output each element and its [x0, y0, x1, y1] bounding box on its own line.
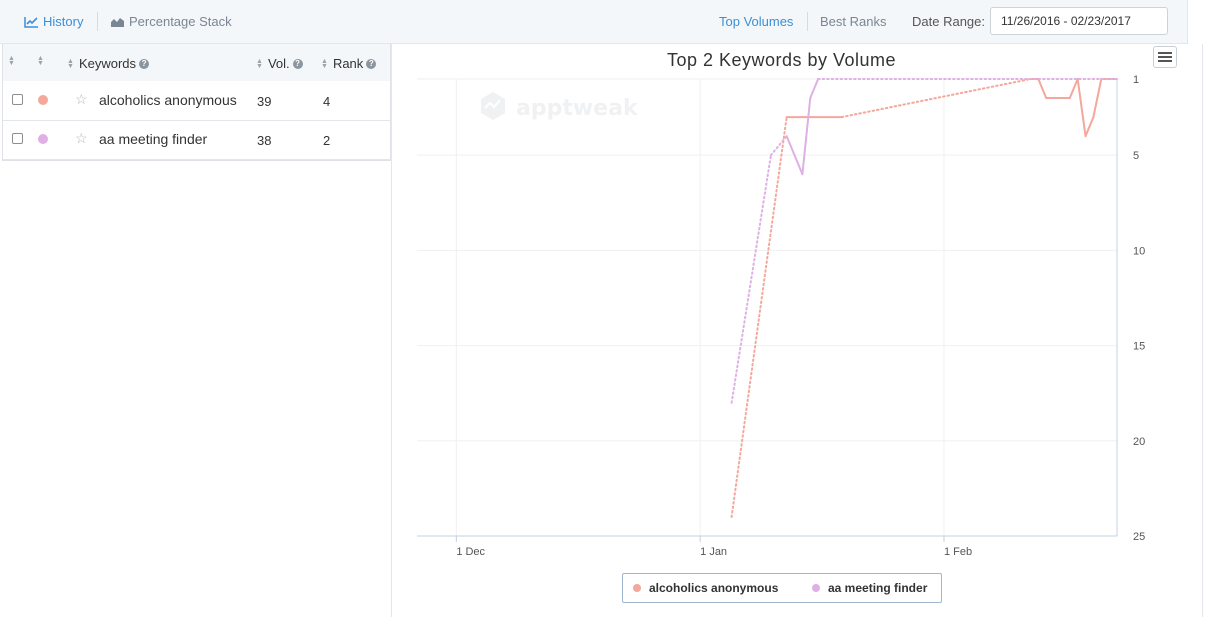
history-label: History	[43, 14, 84, 29]
sort-icon: ▲ ▼	[67, 57, 74, 70]
series-segment	[1084, 116, 1095, 138]
series-segment	[840, 78, 1032, 119]
volume-value: 39	[257, 94, 272, 109]
keywords-column-header[interactable]: ▲ ▼ Keywords ?	[67, 56, 150, 71]
series-segment	[801, 97, 812, 176]
toolbar-divider	[807, 12, 808, 31]
line-chart-icon	[24, 16, 38, 28]
row-checkbox[interactable]	[12, 133, 23, 144]
chart-menu-button[interactable]	[1153, 46, 1177, 68]
toolbar-divider	[97, 12, 98, 31]
legend-color-dot	[633, 584, 641, 592]
y-tick-label: 10	[1133, 245, 1145, 257]
keyword-text: aa meeting finder	[99, 131, 208, 147]
sort-icon: ▲ ▼	[321, 57, 328, 70]
y-tick-label: 25	[1133, 531, 1145, 543]
table-header: ▲ ▼ ▲ ▼ ▲ ▼ Keywords ? ▲ ▼ Vol. ? ▲ ▼ Rank ?	[3, 44, 390, 81]
series-segment	[785, 135, 804, 176]
volume-value: 38	[257, 133, 272, 148]
table-row: ☆ aa meeting finder 38 2	[3, 121, 390, 160]
legend-item-aa-meeting-finder[interactable]: aa meeting finder	[812, 581, 927, 595]
rank-value: 4	[323, 94, 331, 109]
y-tick-label: 1	[1133, 74, 1139, 86]
toolbar: History Percentage Stack Top Volumes Bes…	[0, 0, 1188, 44]
rank-value: 2	[323, 133, 331, 148]
sort-icon: ▲ ▼	[8, 55, 15, 67]
star-icon[interactable]: ☆	[75, 91, 88, 107]
date-range-input[interactable]	[990, 7, 1168, 35]
series-segment	[1092, 78, 1103, 119]
hamburger-icon-bar	[1158, 52, 1172, 54]
y-tick-label: 15	[1133, 341, 1145, 353]
best-ranks-tab[interactable]: Best Ranks	[820, 14, 886, 29]
sort-icon: ▲ ▼	[37, 55, 44, 67]
rank-header-label: Rank	[332, 56, 364, 71]
rank-column-header[interactable]: ▲ ▼ Rank ?	[321, 56, 377, 71]
legend-color-dot	[812, 584, 820, 592]
series-segment	[730, 154, 772, 404]
best-ranks-label: Best Ranks	[820, 14, 887, 29]
series-segment	[809, 78, 820, 100]
chart-title: Top 2 Keywords by Volume	[666, 50, 897, 70]
y-tick-label: 20	[1133, 436, 1145, 448]
legend-item-alcoholics-anonymous[interactable]: alcoholics anonymous	[633, 581, 778, 595]
star-icon[interactable]: ☆	[75, 130, 88, 146]
help-icon[interactable]: ?	[366, 58, 377, 69]
keywords-header-label: Keywords	[78, 56, 137, 71]
apptweak-logo-mark	[484, 99, 501, 109]
series-color-dot	[38, 134, 48, 144]
table-row: ☆ alcoholics anonymous 39 4	[3, 82, 390, 121]
hamburger-icon-bar	[1158, 56, 1172, 58]
chart-legend: alcoholics anonymous aa meeting finder	[622, 573, 942, 603]
percentage-stack-tab[interactable]: Percentage Stack	[110, 14, 232, 29]
sort-color-column[interactable]: ▲ ▼	[37, 55, 49, 67]
keywords-table: ▲ ▼ ▲ ▼ ▲ ▼ Keywords ? ▲ ▼ Vol. ? ▲ ▼ Rank ? …	[2, 44, 391, 161]
apptweak-wordmark: apptweak	[516, 96, 639, 121]
row-checkbox[interactable]	[12, 94, 23, 105]
series-segment	[1037, 78, 1048, 100]
legend-label: aa meeting finder	[828, 581, 928, 595]
area-chart-icon	[111, 17, 124, 27]
vol-column-header[interactable]: ▲ ▼ Vol. ?	[256, 56, 303, 71]
series-segment	[1076, 78, 1087, 138]
apptweak-watermark: apptweak	[481, 92, 639, 121]
x-tick-label: 1 Jan	[700, 546, 727, 558]
series-segment	[730, 116, 788, 518]
sort-icon: ▲ ▼	[256, 57, 263, 70]
chart-panel	[391, 44, 1203, 617]
hamburger-icon-bar	[1158, 60, 1172, 62]
series-segment	[1068, 78, 1079, 100]
help-icon[interactable]: ?	[139, 58, 150, 69]
percentage-stack-label: Percentage Stack	[129, 14, 232, 29]
legend-label: alcoholics anonymous	[649, 581, 779, 595]
history-tab[interactable]: History	[24, 14, 83, 29]
top-volumes-label: Top Volumes	[719, 14, 794, 29]
sort-checkbox-column[interactable]: ▲ ▼	[8, 55, 20, 67]
series-color-dot	[38, 95, 48, 105]
top-volumes-tab[interactable]: Top Volumes	[719, 14, 793, 29]
y-tick-label: 5	[1133, 150, 1139, 162]
help-icon[interactable]: ?	[292, 58, 303, 69]
date-range-label: Date Range:	[912, 14, 985, 29]
x-tick-label: 1 Dec	[456, 546, 485, 558]
vol-header-label: Vol.	[267, 56, 290, 71]
keyword-text: alcoholics anonymous	[99, 92, 237, 108]
series-segment	[769, 135, 788, 157]
x-tick-label: 1 Feb	[944, 546, 972, 558]
